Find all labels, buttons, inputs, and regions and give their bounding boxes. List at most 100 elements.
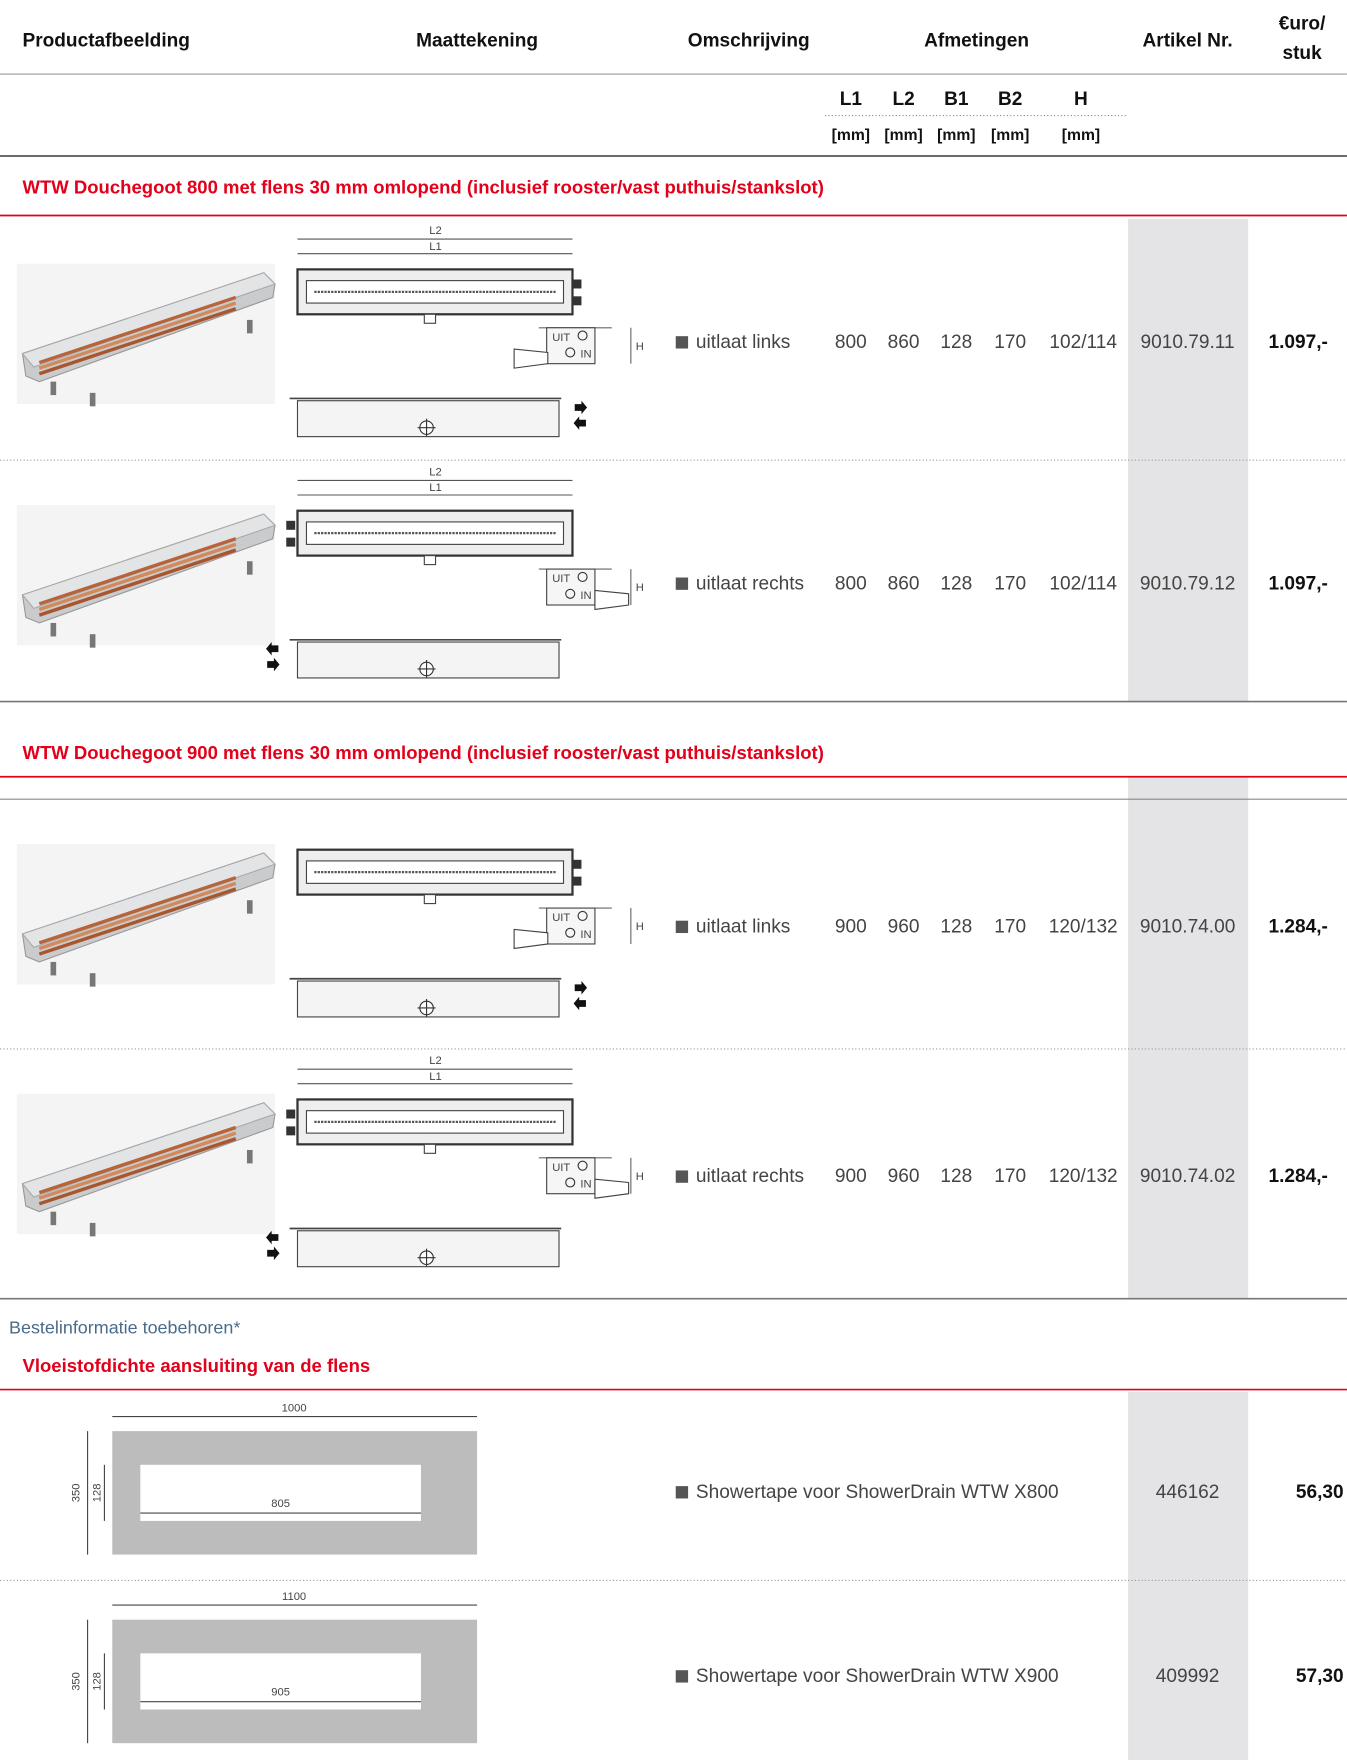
price: 57,30 <box>1296 1666 1344 1687</box>
foot <box>89 1222 96 1237</box>
height-label: H <box>636 1171 644 1183</box>
bullet <box>675 920 689 934</box>
copper-pipe <box>38 537 237 606</box>
port <box>577 330 588 341</box>
port <box>565 1177 576 1188</box>
dimension-value: 960 <box>888 916 920 937</box>
port <box>565 347 576 358</box>
inlet-label: IN <box>580 1179 591 1191</box>
column-header: Maattekening <box>416 31 538 52</box>
outlet-label: UIT <box>552 573 570 585</box>
drain-slot <box>305 521 565 545</box>
connector <box>286 1126 296 1136</box>
column-header: stuk <box>1282 43 1322 64</box>
flow-arrow <box>267 1246 280 1260</box>
flow-arrow <box>573 416 586 430</box>
bullet <box>675 336 689 349</box>
stub <box>423 555 437 566</box>
description: Showertape voor ShowerDrain WTW X800 <box>696 1482 1059 1503</box>
dimension-label: 128 <box>92 1483 104 1502</box>
connector <box>286 520 296 530</box>
copper-pipe <box>38 301 237 370</box>
section-title: WTW Douchegoot 900 met flens 30 mm omlop… <box>22 742 823 763</box>
column-header: Productafbeelding <box>22 31 189 52</box>
inlet-label: IN <box>580 590 591 602</box>
height-label: H <box>636 921 644 933</box>
drain-slot <box>305 1110 565 1134</box>
port <box>577 571 588 582</box>
outlet-label: UIT <box>552 332 570 344</box>
height-label: H <box>636 582 644 594</box>
connector <box>572 876 582 886</box>
article-number: 9010.74.02 <box>1140 1166 1235 1187</box>
product-image <box>16 844 277 987</box>
unit-label: [mm] <box>991 127 1029 144</box>
dimension-label: 1000 <box>282 1403 307 1415</box>
dimension-value: 860 <box>888 573 920 594</box>
flow-arrow <box>267 657 280 672</box>
intro: Bestelinformatie toebehoren* <box>9 1318 240 1338</box>
flow-arrow <box>574 981 588 995</box>
article-number: 409992 <box>1156 1666 1220 1687</box>
dimension-value: 170 <box>994 332 1026 353</box>
drain-slot <box>305 860 565 884</box>
dimension-value: 900 <box>835 1166 867 1187</box>
pipe <box>594 1178 630 1199</box>
drain-slot <box>305 280 565 304</box>
connector <box>572 859 582 869</box>
bullet <box>675 1670 689 1683</box>
connector <box>286 537 296 547</box>
height-label: H <box>636 341 644 353</box>
dimension-header: L1 <box>840 89 863 110</box>
dimension-value: 128 <box>940 332 972 353</box>
dimension-label: L1 <box>429 1071 441 1083</box>
dimension-value: 960 <box>888 1166 920 1187</box>
description: uitlaat links <box>696 332 790 353</box>
dimension-header: B2 <box>998 89 1022 110</box>
article-band <box>1128 776 1249 1299</box>
port <box>577 910 588 921</box>
bullet <box>675 577 689 590</box>
price: 1.284,- <box>1268 916 1327 937</box>
dimension-label: L2 <box>429 225 441 237</box>
stub <box>423 1143 437 1154</box>
drain-top <box>21 513 277 610</box>
product-image <box>16 505 277 648</box>
dimension-value: 128 <box>940 573 972 594</box>
pipe <box>513 928 549 950</box>
dimension-label: L1 <box>429 241 441 253</box>
column-header: Omschrijving <box>688 31 810 52</box>
dimension-value: 900 <box>835 916 867 937</box>
description: uitlaat rechts <box>696 573 804 594</box>
connector <box>572 279 582 289</box>
dimension-value: 120/132 <box>1049 916 1118 937</box>
article-number: 9010.74.00 <box>1140 916 1235 937</box>
description: uitlaat links <box>696 916 790 937</box>
foot <box>246 1149 253 1164</box>
inlet-label: IN <box>580 349 591 361</box>
connector <box>286 1109 296 1119</box>
description: uitlaat rechts <box>696 1166 804 1187</box>
outlet-label: UIT <box>552 1162 570 1174</box>
dimension-value: 102/114 <box>1049 332 1117 353</box>
unit-label: [mm] <box>884 127 922 144</box>
unit-label: [mm] <box>832 127 870 144</box>
dimension-value: 800 <box>835 332 867 353</box>
dimension-value: 170 <box>994 916 1026 937</box>
copper-pipe <box>38 1125 237 1195</box>
pipe <box>594 589 630 611</box>
dimension-value: 128 <box>940 916 972 937</box>
dimension-label: 350 <box>70 1483 82 1502</box>
drain-top <box>21 1102 277 1198</box>
copper-pipe <box>38 876 237 945</box>
product-image <box>16 1093 277 1237</box>
foot <box>89 973 96 987</box>
dimension-value: 800 <box>835 573 867 594</box>
copper-pipe <box>38 887 237 956</box>
foot <box>50 622 57 637</box>
port <box>565 927 576 938</box>
dimension-label: 128 <box>92 1672 104 1691</box>
foot <box>89 392 96 407</box>
copper-pipe <box>38 1131 237 1200</box>
